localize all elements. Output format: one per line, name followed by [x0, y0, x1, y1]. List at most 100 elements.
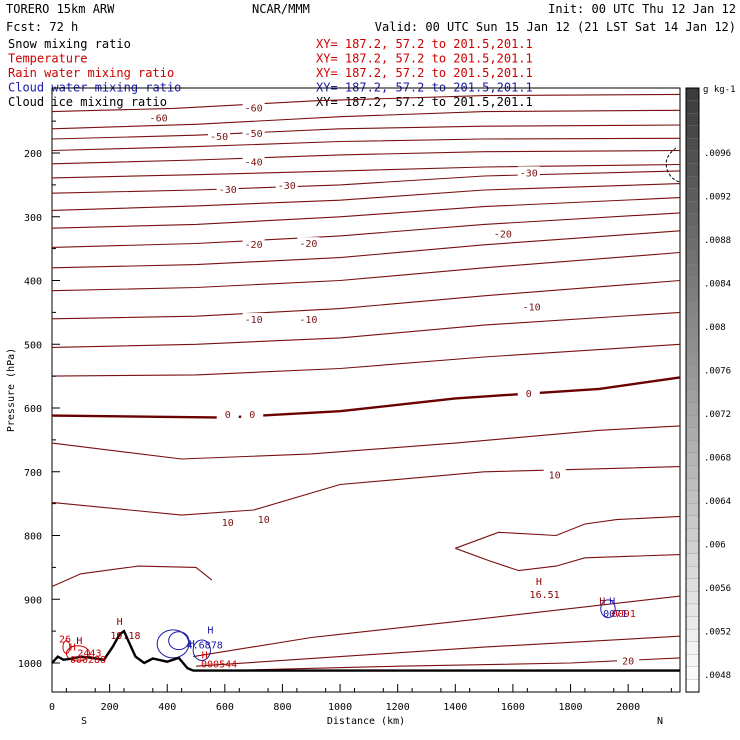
extremum-label: H — [70, 642, 76, 653]
isotherm-line — [51, 565, 213, 588]
isotherm-line — [51, 425, 681, 460]
extremum-label: 0071 — [603, 609, 627, 620]
x-tick-label: 1400 — [443, 702, 467, 713]
y-tick-label: 500 — [24, 340, 42, 351]
legend-xy: XY= 187.2, 57.2 to 201.5,201.1 — [316, 37, 533, 51]
x-axis: 0 200 400 600 800 1000 1200 1400 1600 1800 2000 — [49, 684, 672, 713]
cloud-contour — [168, 631, 190, 651]
colorbar-swatch — [685, 100, 700, 114]
y-tick-label: 800 — [24, 532, 42, 543]
colorbar-swatch — [685, 553, 700, 567]
colorbar-label: .006 — [704, 541, 726, 551]
extrema-labels: H19.18H16.51H2443000288H26HH4.6878H00054… — [59, 577, 636, 670]
isotherm-line — [51, 149, 681, 165]
cloud-contour — [62, 640, 71, 654]
colorbar-swatch — [685, 402, 700, 416]
contour-label: -60 — [245, 103, 263, 114]
colorbar-swatch — [685, 377, 700, 391]
extremum-label: 26 — [59, 635, 71, 646]
contour-label-bg — [242, 313, 265, 326]
contour-label-bg — [252, 513, 275, 526]
colorbar-label: .0084 — [704, 280, 731, 290]
zero-isotherm — [51, 376, 681, 419]
isotherm-line — [51, 183, 681, 211]
colorbar-label: .0048 — [704, 671, 731, 681]
colorbar-swatch — [685, 339, 700, 353]
colorbar-swatch — [685, 352, 700, 366]
legend-xy: XY= 187.2, 57.2 to 201.5,201.1 — [316, 95, 533, 109]
isotherm-line — [51, 279, 681, 320]
contour-label: -10 — [245, 315, 263, 326]
isotherm-line — [51, 466, 681, 516]
isotherm-line — [51, 230, 681, 269]
model-title: TORERO 15km ARW — [6, 2, 115, 16]
contour-label-bg — [517, 166, 540, 179]
colorbar-label: .0088 — [704, 236, 731, 246]
colorbar-swatch — [685, 679, 700, 693]
contour-label-bg — [242, 155, 265, 168]
colorbar-swatch — [685, 264, 700, 278]
center-title: NCAR/MMM — [252, 2, 310, 16]
contour-label-bg — [216, 182, 239, 195]
legend-name: Cloud ice mixing ratio — [8, 95, 167, 109]
direction-north: N — [657, 716, 663, 727]
contour-label: 0 — [225, 410, 231, 421]
contour-label-bg — [517, 386, 540, 399]
colorbar-swatch — [685, 238, 700, 253]
legend-name: Rain water mixing ratio — [8, 66, 174, 80]
colorbar-swatch — [685, 578, 700, 592]
extremum-label: 2443 — [77, 649, 101, 660]
colorbar-swatch — [685, 326, 700, 341]
contour-label: 10 — [222, 518, 234, 529]
contour-labels: -60 -60 -50 -50 -40 -30 -30 -30 -20 -20 -20 -10 -10 -… — [147, 101, 640, 668]
isotherm-line — [51, 93, 681, 113]
isotherm-line — [51, 124, 681, 140]
contour-label-bg — [297, 313, 320, 326]
y-tick-label: 900 — [24, 595, 42, 606]
extremum-label: H — [117, 617, 123, 628]
isotherm-line — [51, 212, 681, 248]
contour-label-bg — [617, 654, 640, 667]
init-time: Init: 00 UTC Thu 12 Jan 12 — [548, 2, 736, 16]
contour-label-bg — [520, 300, 543, 313]
colorbar-label: .0056 — [704, 584, 731, 594]
x-tick-label: 1800 — [558, 702, 582, 713]
x-tick-label: 1000 — [328, 702, 352, 713]
contour-label: 20 — [622, 657, 634, 668]
colorbar-swatch — [685, 113, 700, 127]
contour-label: -60 — [150, 114, 168, 125]
contour-label-bg — [242, 101, 265, 114]
colorbar-swatch — [685, 301, 700, 316]
x-tick-label: 1600 — [501, 702, 525, 713]
x-tick-label: 400 — [158, 702, 176, 713]
colorbar-label: .0068 — [704, 454, 731, 464]
contour-label-bg — [208, 130, 231, 143]
isotherm-line — [455, 515, 681, 549]
contour-label: -40 — [245, 158, 263, 169]
colorbar-swatch — [685, 289, 700, 303]
extremum-label: H — [609, 596, 615, 607]
colorbar-swatch — [685, 389, 700, 404]
colorbar-label: .0072 — [704, 410, 731, 420]
extremum-label: H — [76, 636, 82, 647]
colorbar-swatch — [685, 591, 700, 605]
x-tick-label: 2000 — [616, 702, 640, 713]
contour-label-bg — [491, 227, 514, 240]
colorbar-swatch — [685, 213, 700, 228]
y-tick-label: 300 — [24, 213, 42, 224]
contour-label: 0 — [249, 410, 255, 421]
colorbar-swatch — [685, 251, 700, 265]
y-tick-label: 400 — [24, 277, 42, 288]
cloud-contour — [192, 639, 211, 661]
x-tick-label: 800 — [273, 702, 291, 713]
extremum-label: 16.51 — [530, 590, 560, 601]
plot-frame — [51, 87, 681, 693]
colorbar-swatch — [685, 364, 700, 379]
colorbar-swatch — [685, 654, 700, 668]
contour-label-bg — [543, 468, 566, 481]
isotherm-line — [51, 163, 681, 179]
contour-label-bg — [216, 408, 239, 421]
colorbar-swatch — [685, 415, 700, 429]
contour-label-bg — [216, 515, 239, 528]
